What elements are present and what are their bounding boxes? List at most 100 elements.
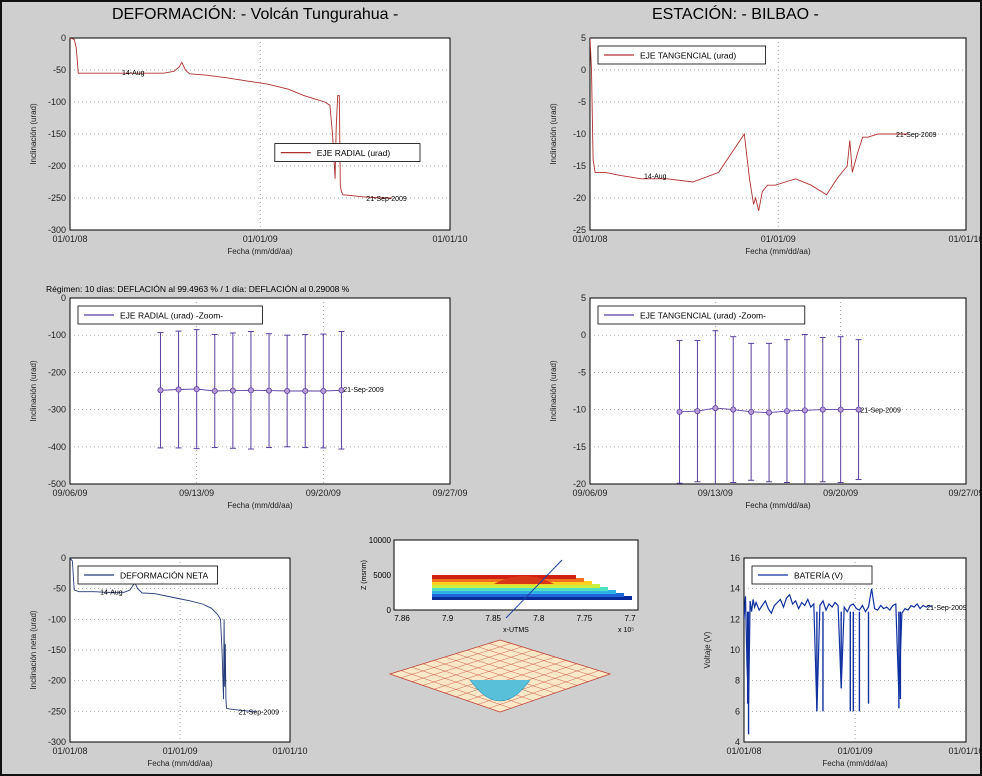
series-line [70,558,257,712]
mesh-depression [469,679,531,702]
legend-box [77,565,219,585]
data-point [338,387,345,394]
y-tick-label: 8 [735,676,740,686]
legend: EJE TANGENCIAL (urad) [597,45,767,65]
x-tick-label: 09/20/09 [306,488,341,498]
x-tick-label: 01/01/09 [838,746,873,756]
x-tick-label: 01/01/08 [572,234,607,244]
x-axis-label: Fecha (mm/dd/aa) [227,501,293,510]
data-annotation: 21-Sep-2009 [926,605,967,612]
mesh-line [444,656,556,694]
y-tick-label: 5000 [373,571,391,580]
x-axis-label: x-UTMS [503,627,529,634]
data-point [783,408,790,415]
y-tick-label: -250 [48,193,66,203]
y-tick-label: 10000 [369,536,392,545]
legend: EJE TANGENCIAL (urad) -Zoom- [597,305,806,325]
series-group [590,38,909,211]
y-tick-label: 5 [581,33,586,43]
legend-box [597,45,767,65]
data-annotation: 21-Sep-2009 [860,408,901,415]
mesh-outline [388,639,612,713]
x-tick-label: 01/01/10 [948,746,980,756]
data-point [284,387,291,394]
data-point [855,406,862,413]
x-axis-label: Fecha (mm/dd/aa) [147,759,213,768]
mesh-line [455,660,567,697]
y-tick-label: 0 [387,606,392,615]
surface-layer [432,590,616,594]
data-annotation: 14-Aug [644,174,667,181]
y-tick-label: -250 [48,706,66,716]
y-tick-label: 4 [735,737,740,747]
x-tick-label: 01/01/10 [272,746,307,756]
series-group [70,558,257,712]
mesh-line [455,653,567,690]
y-tick-label: -100 [48,97,66,107]
y-tick-label: -5 [578,97,586,107]
data-annotation: 21-Sep-2009 [239,709,280,716]
y-tick-label: -10 [573,405,586,415]
y-tick-label: 0 [61,33,66,43]
legend-label: DEFORMACIÓN NETA [120,571,208,581]
y-tick-label: -300 [48,225,66,235]
x-axis-label: Fecha (mm/dd/aa) [745,501,811,510]
y-tick-label: 0 [581,65,586,75]
y-tick-label: 12 [730,614,740,624]
y-axis-label: Inclinación (urad) [549,360,558,422]
y-tick-label: -400 [48,442,66,452]
x-tick-label: 01/01/09 [243,234,278,244]
x-tick-label: 09/13/09 [698,488,733,498]
legend: DEFORMACIÓN NETA [77,565,219,585]
regimen-text: Régimen: 10 días: DEFLACIÓN al 99.4963 %… [46,284,350,294]
x-axis-label: Fecha (mm/dd/aa) [227,247,293,256]
data-point [766,409,773,416]
legend-box [751,565,873,585]
legend-label: BATERÍA (V) [794,571,843,581]
series-line [70,38,393,199]
y-tick-label: -200 [48,161,66,171]
y-tick-label: -300 [48,405,66,415]
y-tick-label: -300 [48,737,66,747]
chart-neta: 01/01/08 01/01/09 01/01/10 -300 -250 -200 -150… [29,553,308,768]
chart-bateria: 01/01/08 01/01/09 01/01/10 4 6 8 10 12 14 16 Fecha… [703,553,980,768]
y-tick-label: -200 [48,676,66,686]
data-point [801,407,808,414]
y-tick-label: 10 [730,645,740,655]
y-tick-label: -25 [573,225,586,235]
x-tick-label: 01/01/10 [948,234,980,244]
legend: BATERÍA (V) [751,565,873,585]
data-point [157,387,164,394]
data-point [748,408,755,415]
y-tick-label: -5 [578,367,586,377]
y-tick-label: 14 [730,584,740,594]
x-tick-label: 09/06/09 [52,488,87,498]
surface-mesh [388,639,612,713]
data-point [694,408,701,415]
data-annotation: 21-Sep-2009 [366,196,407,203]
x-tick-label: 01/01/08 [726,746,761,756]
legend-box [77,305,263,325]
data-point [320,387,327,394]
mesh-line [488,670,600,709]
y-axis-label: Z (msnm) [361,560,368,590]
series-line [590,38,909,211]
y-tick-label: 16 [730,553,740,563]
series-group [70,38,393,199]
chart-tangencial-zoom: 09/06/09 09/13/09 09/20/09 09/27/09 -20 -15 -1… [549,293,980,510]
series-group [157,329,345,450]
x-axis-label: Fecha (mm/dd/aa) [822,759,888,768]
legend-label: EJE TANGENCIAL (urad) [640,51,736,61]
chart-topografia: 7.86 7.9 7.85 7.8 7.75 7.7 0 5000 10000 x 10⁵ x-UT… [361,536,639,713]
plot-area [69,297,451,485]
y-tick-label: -20 [573,479,586,489]
mesh-line [477,646,589,682]
chart-radial-zoom: 09/06/09 09/13/09 09/20/09 09/27/09 -500 -400… [29,293,468,510]
x-tick-label: 01/01/10 [432,234,467,244]
surface-layer [432,587,608,591]
x-tick-label: 01/01/09 [163,746,198,756]
title-right: ESTACIÓN: - BILBAO - [652,6,819,23]
data-point [175,386,182,393]
